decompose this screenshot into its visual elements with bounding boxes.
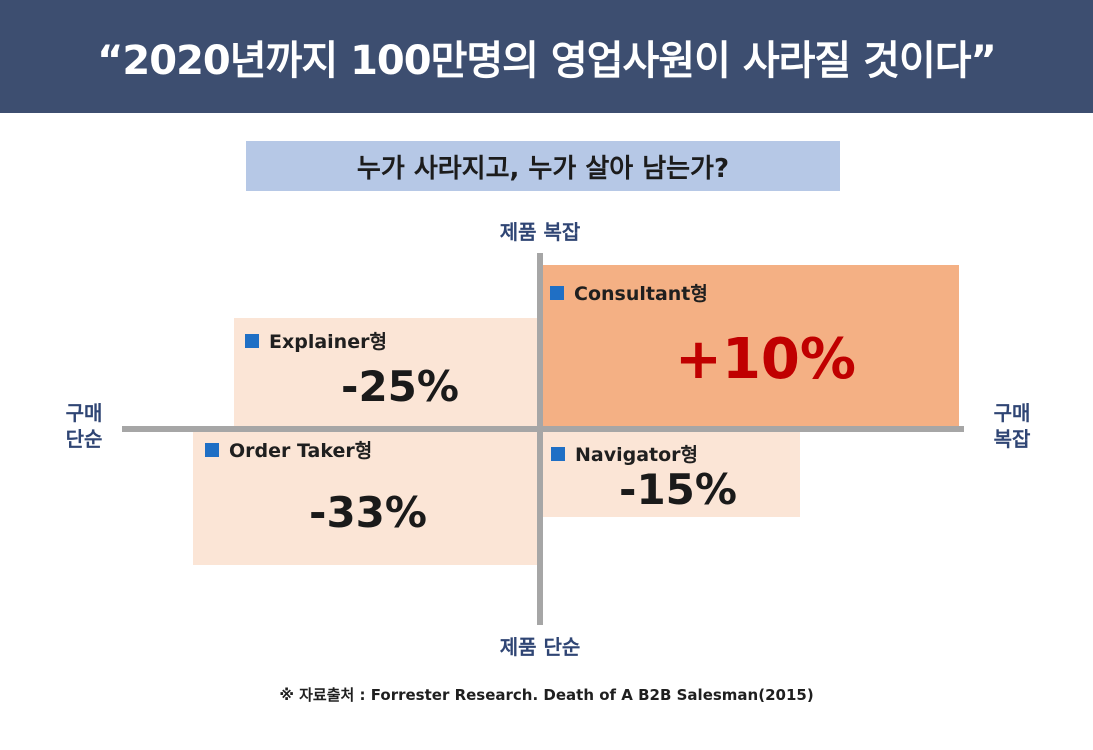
quadrant-explainer xyxy=(234,318,537,426)
subtitle-box: 누가 사라지고, 누가 살아 남는가? xyxy=(246,141,840,191)
axis-label-left-line1: 구매 xyxy=(65,401,103,425)
page-title: “2020년까지 100만명의 영업사원이 사라질 것이다” xyxy=(97,37,997,84)
quadrant-explainer-label: Explainer형 xyxy=(245,327,387,354)
axis-label-bottom: 제품 단순 xyxy=(499,635,581,659)
quadrant-consultant xyxy=(543,265,959,426)
axis-label-right-line2: 복잡 xyxy=(993,427,1031,451)
quadrant-order-taker-value: -33% xyxy=(309,488,427,537)
source-footnote: ※ 자료출처 : Forrester Research. Death of A … xyxy=(279,686,814,704)
quadrant-navigator-label-text: Navigator형 xyxy=(575,444,699,466)
quadrant-explainer-label-text: Explainer형 xyxy=(269,331,387,353)
quadrant-consultant-value: +10% xyxy=(675,327,856,392)
horizontal-axis xyxy=(122,426,964,432)
vertical-axis xyxy=(537,253,543,625)
quadrant-navigator-label: Navigator형 xyxy=(551,440,698,467)
axis-label-right-line1: 구매 xyxy=(993,401,1031,425)
quadrant-order-taker-label: Order Taker형 xyxy=(205,436,372,463)
quadrant-order-taker xyxy=(193,432,537,565)
square-bullet-icon xyxy=(551,446,565,461)
quadrant-consultant-label: Consultant형 xyxy=(550,279,708,306)
square-bullet-icon xyxy=(245,333,259,348)
axis-label-right: 구매 복잡 xyxy=(974,400,1050,452)
subtitle: 누가 사라지고, 누가 살아 남는가? xyxy=(356,153,730,184)
square-bullet-icon xyxy=(205,442,219,457)
square-bullet-icon xyxy=(550,285,564,300)
header-bar: “2020년까지 100만명의 영업사원이 사라질 것이다” xyxy=(0,0,1093,113)
axis-label-left-line2: 단순 xyxy=(65,427,103,451)
quadrant-consultant-label-text: Consultant형 xyxy=(574,283,708,305)
axis-label-top: 제품 복잡 xyxy=(499,220,581,244)
quadrant-navigator xyxy=(543,432,800,517)
quadrant-explainer-value: -25% xyxy=(341,362,459,411)
quadrant-navigator-value: -15% xyxy=(619,465,737,514)
axis-label-left: 구매 단순 xyxy=(46,400,122,452)
quadrant-order-taker-label-text: Order Taker형 xyxy=(229,440,373,462)
